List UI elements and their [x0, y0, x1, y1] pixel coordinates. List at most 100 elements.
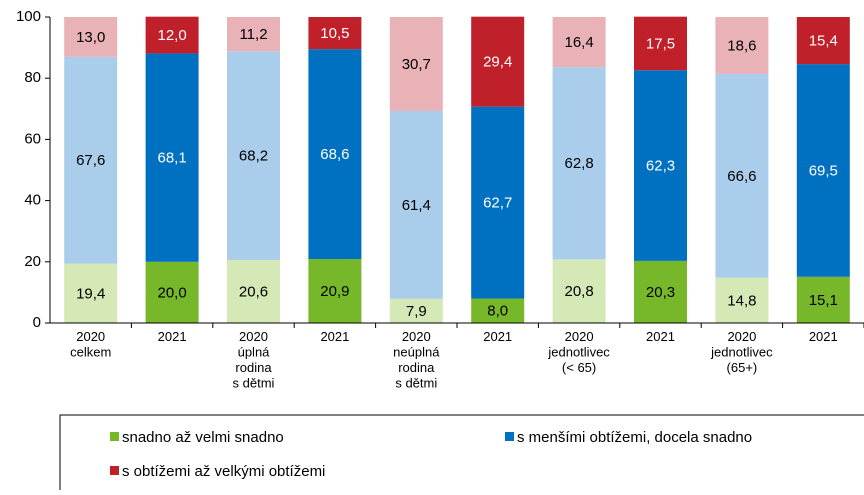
- bar-segment: [552, 17, 606, 68]
- data-label: 68,2: [239, 148, 268, 165]
- bar-segment: [715, 277, 769, 323]
- x-tick-label: 2021: [158, 329, 187, 344]
- data-label: 14,8: [727, 292, 756, 309]
- x-tick-label-line: 2020: [239, 329, 268, 344]
- x-tick-label-line: rodina: [398, 360, 435, 375]
- bar-segment: [471, 298, 525, 323]
- data-label: 20,0: [157, 284, 186, 301]
- data-label: 68,6: [320, 146, 349, 163]
- data-label: 15,4: [809, 33, 838, 50]
- bar-segment: [64, 17, 118, 57]
- x-tick-label-line: 2020: [565, 329, 594, 344]
- x-tick-label-line: rodina: [235, 360, 272, 375]
- data-label: 29,4: [483, 54, 512, 71]
- bar-segment: [227, 259, 280, 323]
- bar-segment: [145, 53, 199, 262]
- x-tick-label-line: 2021: [320, 329, 349, 344]
- data-label: 20,6: [239, 283, 268, 300]
- data-label: 12,0: [157, 27, 186, 44]
- legend-swatch: [110, 466, 119, 475]
- bar-segment: [308, 17, 362, 50]
- y-tick-label: 60: [24, 130, 41, 147]
- y-tick-label: 100: [16, 8, 41, 25]
- x-tick-label-line: s dětmi: [233, 376, 275, 391]
- data-label: 62,8: [564, 155, 593, 172]
- x-tick-label: 2020 jednotlivec (65+): [710, 329, 773, 375]
- x-tick-label: 2020 neúplná rodina s dětmi: [393, 329, 440, 391]
- data-label: 20,3: [646, 284, 675, 301]
- bar-segment: [471, 106, 525, 299]
- y-tick-label: 0: [33, 314, 41, 331]
- data-label: 7,9: [406, 303, 427, 320]
- data-label: 16,4: [564, 34, 593, 51]
- legend-label: s menšími obtížemi, docela snadno: [517, 429, 752, 446]
- data-label: 20,9: [320, 283, 349, 300]
- x-tick-label-line: neúplná: [393, 345, 440, 360]
- data-label: 19,4: [76, 285, 105, 302]
- bar-segment: [389, 298, 443, 323]
- data-label: 67,6: [76, 152, 105, 169]
- bar-segment: [796, 276, 850, 323]
- bar-segment: [64, 56, 118, 264]
- x-tick-label-line: jednotlivec: [547, 345, 610, 360]
- legend-box: [59, 414, 864, 495]
- x-tick-label-line: 2020: [402, 329, 431, 344]
- data-label: 11,2: [239, 26, 267, 43]
- data-label: 62,3: [646, 158, 675, 175]
- data-label: 15,1: [809, 292, 838, 309]
- legend-label: s obtížemi až velkými obtížemi: [122, 463, 325, 480]
- x-tick-label-line: 2021: [483, 329, 512, 344]
- x-tick-label-line: s dětmi: [395, 376, 437, 391]
- x-tick-label-line: jednotlivec: [710, 345, 773, 360]
- x-tick-label: 2020 jednotlivec (< 65): [547, 329, 610, 375]
- bar-segment: [552, 259, 606, 323]
- bar-segment: [227, 51, 280, 260]
- y-tick-label: 20: [24, 253, 41, 270]
- data-label: 13,0: [76, 29, 105, 46]
- x-tick-label-line: 2021: [158, 329, 187, 344]
- bar-segment: [634, 260, 687, 323]
- bar-segment: [634, 70, 687, 261]
- bar-segment: [64, 263, 118, 323]
- legend-swatch: [505, 432, 514, 441]
- data-label: 18,6: [727, 37, 756, 54]
- x-tick-label-line: (< 65): [562, 360, 596, 375]
- y-tick-label: 80: [24, 69, 41, 86]
- legend-label: snadno až velmi snadno: [122, 429, 284, 446]
- data-label: 69,5: [809, 162, 838, 179]
- data-label: 62,7: [483, 195, 512, 212]
- x-tick-label: 2020 úplná rodina s dětmi: [233, 329, 275, 391]
- bar-segment: [796, 17, 850, 65]
- bar-segment: [308, 49, 362, 260]
- bar-segment: [389, 17, 443, 111]
- x-tick-label-line: 2021: [646, 329, 675, 344]
- bar-segment: [145, 16, 199, 54]
- bar-segment: [715, 17, 769, 74]
- data-label: 20,8: [564, 283, 593, 300]
- x-tick-label-line: (65+): [727, 360, 758, 375]
- x-tick-label-line: 2020: [76, 329, 105, 344]
- data-label: 61,4: [402, 197, 431, 214]
- data-label: 66,6: [727, 168, 756, 185]
- bar-segment: [227, 17, 280, 52]
- bar-segment: [552, 67, 606, 260]
- x-tick-label-line: 2021: [809, 329, 838, 344]
- x-tick-label-line: úplná: [238, 345, 271, 360]
- x-tick-label: 2021: [483, 329, 512, 344]
- x-tick-label: 2021: [320, 329, 349, 344]
- x-tick-label-line: 2020: [727, 329, 756, 344]
- x-tick-label: 2021: [809, 329, 838, 344]
- bar-segment: [308, 259, 362, 323]
- x-tick-label: 2021: [646, 329, 675, 344]
- x-tick-label-line: celkem: [70, 345, 111, 360]
- legend-swatch: [110, 432, 119, 441]
- bar-segment: [471, 16, 525, 107]
- data-label: 10,5: [320, 25, 349, 42]
- y-tick-label: 40: [24, 192, 41, 209]
- data-label: 30,7: [402, 56, 431, 73]
- data-label: 68,1: [157, 150, 186, 167]
- data-label: 17,5: [646, 35, 675, 52]
- data-label: 8,0: [487, 303, 508, 320]
- bar-segment: [389, 110, 443, 299]
